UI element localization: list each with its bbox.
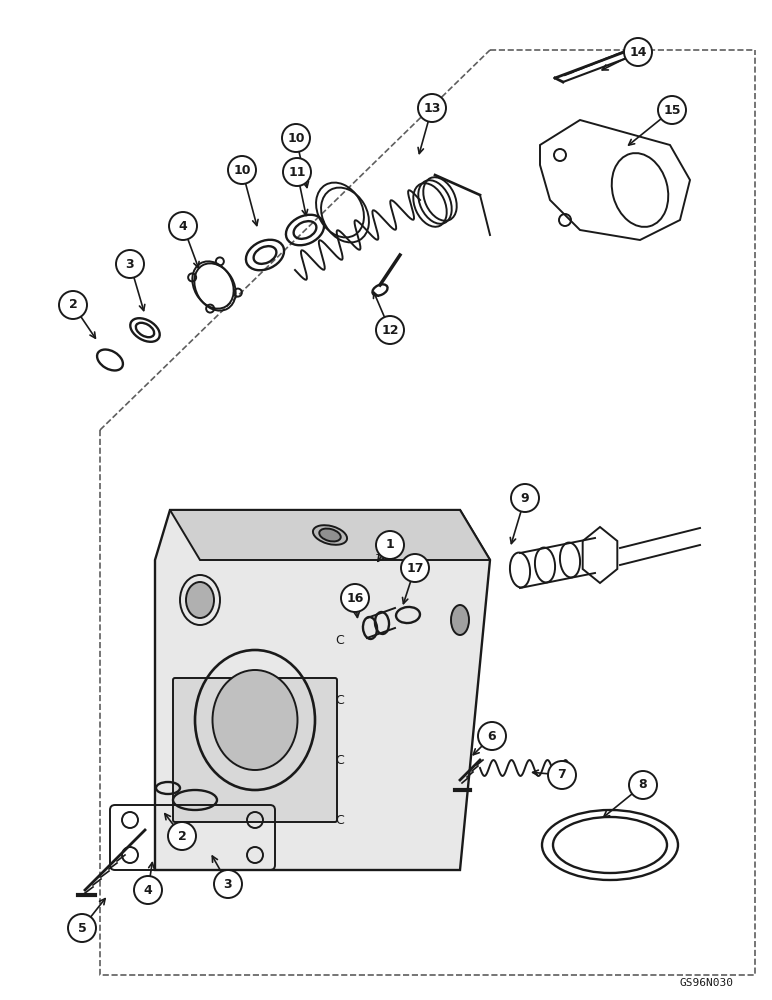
Text: 5: 5 [78, 922, 86, 934]
Circle shape [282, 124, 310, 152]
Circle shape [629, 771, 657, 799]
Circle shape [376, 531, 404, 559]
Circle shape [376, 316, 404, 344]
Circle shape [548, 761, 576, 789]
Circle shape [116, 250, 144, 278]
Text: 12: 12 [381, 324, 399, 336]
Polygon shape [170, 510, 490, 560]
Text: 6: 6 [488, 730, 496, 742]
Text: 4: 4 [178, 220, 188, 232]
Circle shape [418, 94, 446, 122]
Text: 1: 1 [375, 547, 382, 557]
Circle shape [341, 584, 369, 612]
Text: 1: 1 [386, 538, 394, 552]
Circle shape [169, 212, 197, 240]
Text: C: C [336, 754, 344, 766]
Text: 16: 16 [347, 591, 364, 604]
Circle shape [68, 914, 96, 942]
Text: 17: 17 [406, 562, 424, 574]
Ellipse shape [212, 670, 297, 770]
Circle shape [168, 822, 196, 850]
Ellipse shape [451, 605, 469, 635]
Circle shape [59, 291, 87, 319]
Text: 11: 11 [288, 165, 306, 178]
Ellipse shape [313, 525, 347, 545]
Circle shape [401, 554, 429, 582]
Circle shape [283, 158, 311, 186]
Circle shape [228, 156, 256, 184]
Text: 4: 4 [144, 884, 152, 896]
Polygon shape [155, 510, 490, 870]
Ellipse shape [186, 582, 214, 618]
Text: GS96N030: GS96N030 [680, 978, 734, 988]
Circle shape [134, 876, 162, 904]
Text: 3: 3 [224, 878, 232, 890]
Circle shape [214, 870, 242, 898]
Circle shape [478, 722, 506, 750]
Text: C: C [336, 814, 344, 826]
Text: 10: 10 [233, 163, 251, 176]
Circle shape [624, 38, 652, 66]
Text: 3: 3 [126, 257, 134, 270]
Text: 8: 8 [638, 778, 647, 792]
Text: 15: 15 [663, 104, 681, 116]
Text: 10: 10 [287, 131, 305, 144]
Text: 9: 9 [520, 491, 530, 504]
Text: 7: 7 [557, 768, 567, 782]
Text: 2: 2 [178, 830, 186, 842]
Circle shape [658, 96, 686, 124]
Circle shape [511, 484, 539, 512]
Ellipse shape [320, 529, 340, 541]
Text: 2: 2 [69, 298, 77, 312]
Text: C: C [336, 634, 344, 647]
Text: 14: 14 [629, 45, 647, 58]
FancyBboxPatch shape [173, 678, 337, 822]
Text: 13: 13 [423, 102, 441, 114]
Text: C: C [336, 694, 344, 706]
